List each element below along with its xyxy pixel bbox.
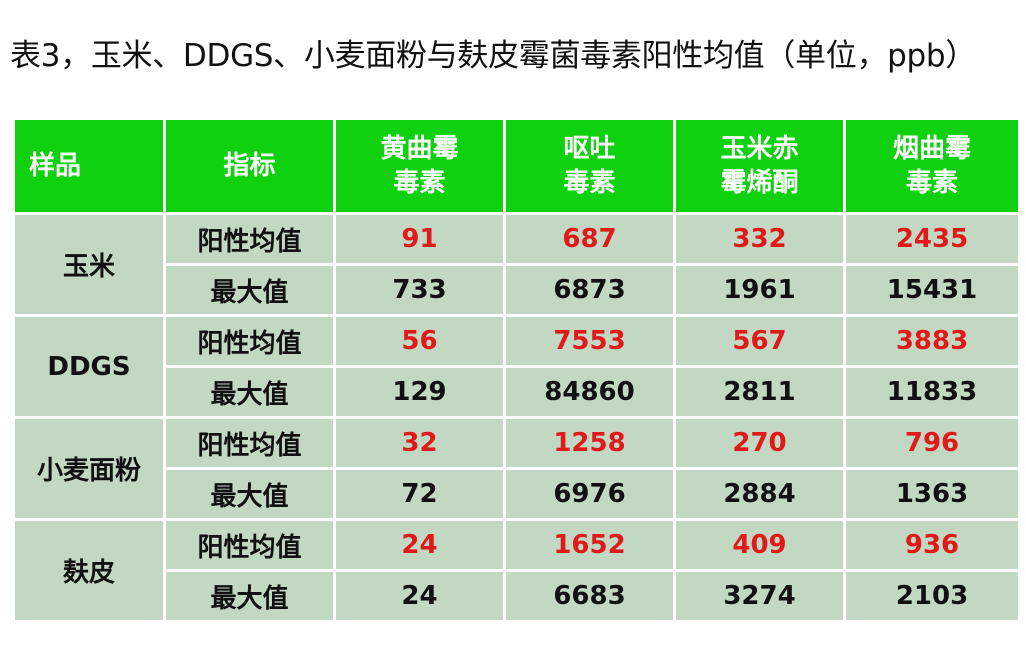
mean-value-cell: 1652 [503,518,676,572]
max-value-cell: 1961 [673,263,846,317]
sample-cell: 玉米 [12,212,166,317]
mean-value-cell: 91 [333,212,506,266]
header-row: 样品 指标 黄曲霉 毒素 呕吐 毒素 玉米赤 霉烯酮 烟曲霉 毒素 [12,117,1021,215]
mean-value-cell: 1258 [503,416,676,470]
header-aflatoxin: 黄曲霉 毒素 [333,117,506,215]
table-row: 麸皮 阳性均值 24 1652 409 936 [12,518,1021,623]
header-vomitoxin: 呕吐 毒素 [503,117,676,215]
header-line: 霉烯酮 [720,168,799,198]
mean-value-cell: 687 [503,212,676,266]
mean-value-cell: 56 [333,314,506,368]
mean-value-cell: 409 [673,518,846,572]
table-row: DDGS 阳性均值 56 7553 567 3883 [12,314,1021,419]
mean-value-cell: 32 [333,416,506,470]
metric-max-cell: 最大值 [163,365,336,419]
header-line: 呕吐 [563,134,616,164]
header-line: 毒素 [905,168,958,198]
max-value-cell: 2884 [673,467,846,521]
header-line: 烟曲霉 [892,134,971,164]
header-line: 黄曲霉 [380,134,459,164]
table-title: 表3，玉米、DDGS、小麦面粉与麸皮霉菌毒素阳性均值（单位，ppb） [10,38,976,74]
mycotoxin-table: 样品 指标 黄曲霉 毒素 呕吐 毒素 玉米赤 霉烯酮 烟曲霉 毒素 玉米 阳性均… [12,117,1021,623]
table-row: 最大值 129 84860 2811 11833 [14,365,1021,419]
mean-value-cell: 3883 [843,314,1021,368]
header-metric: 指标 [163,117,336,215]
max-value-cell: 24 [333,569,506,623]
header-line: 玉米赤 [720,134,799,164]
metric-mean-cell: 阳性均值 [163,314,336,368]
header-line: 毒素 [563,168,616,198]
sample-cell: 小麦面粉 [12,416,166,521]
metric-max-cell: 最大值 [163,263,336,317]
table-row: 最大值 72 6976 2884 1363 [14,467,1021,521]
max-value-cell: 11833 [843,365,1021,419]
max-value-cell: 2103 [843,569,1021,623]
max-value-cell: 733 [333,263,506,317]
mean-value-cell: 936 [843,518,1021,572]
max-value-cell: 129 [333,365,506,419]
max-value-cell: 6683 [503,569,676,623]
sample-cell: 麸皮 [12,518,166,623]
max-value-cell: 2811 [673,365,846,419]
mean-value-cell: 332 [673,212,846,266]
mean-value-cell: 2435 [843,212,1021,266]
table-row: 玉米 阳性均值 91 687 332 2435 [12,212,1021,317]
header-line: 毒素 [393,168,446,198]
metric-max-cell: 最大值 [163,467,336,521]
mean-value-cell: 270 [673,416,846,470]
table-row: 最大值 24 6683 3274 2103 [14,569,1021,623]
header-sample: 样品 [12,117,166,215]
header-zearalenone: 玉米赤 霉烯酮 [673,117,846,215]
mean-value-cell: 7553 [503,314,676,368]
mean-value-cell: 24 [333,518,506,572]
metric-mean-cell: 阳性均值 [163,518,336,572]
table-row: 小麦面粉 阳性均值 32 1258 270 796 [12,416,1021,521]
header-fumonisin: 烟曲霉 毒素 [843,117,1021,215]
max-value-cell: 6976 [503,467,676,521]
metric-max-cell: 最大值 [163,569,336,623]
mean-value-cell: 567 [673,314,846,368]
max-value-cell: 6873 [503,263,676,317]
mean-value-cell: 796 [843,416,1021,470]
max-value-cell: 84860 [503,365,676,419]
max-value-cell: 72 [333,467,506,521]
sample-cell: DDGS [12,314,166,419]
max-value-cell: 3274 [673,569,846,623]
metric-mean-cell: 阳性均值 [163,212,336,266]
metric-mean-cell: 阳性均值 [163,416,336,470]
max-value-cell: 15431 [843,263,1021,317]
max-value-cell: 1363 [843,467,1021,521]
table-row: 最大值 733 6873 1961 15431 [14,263,1021,317]
